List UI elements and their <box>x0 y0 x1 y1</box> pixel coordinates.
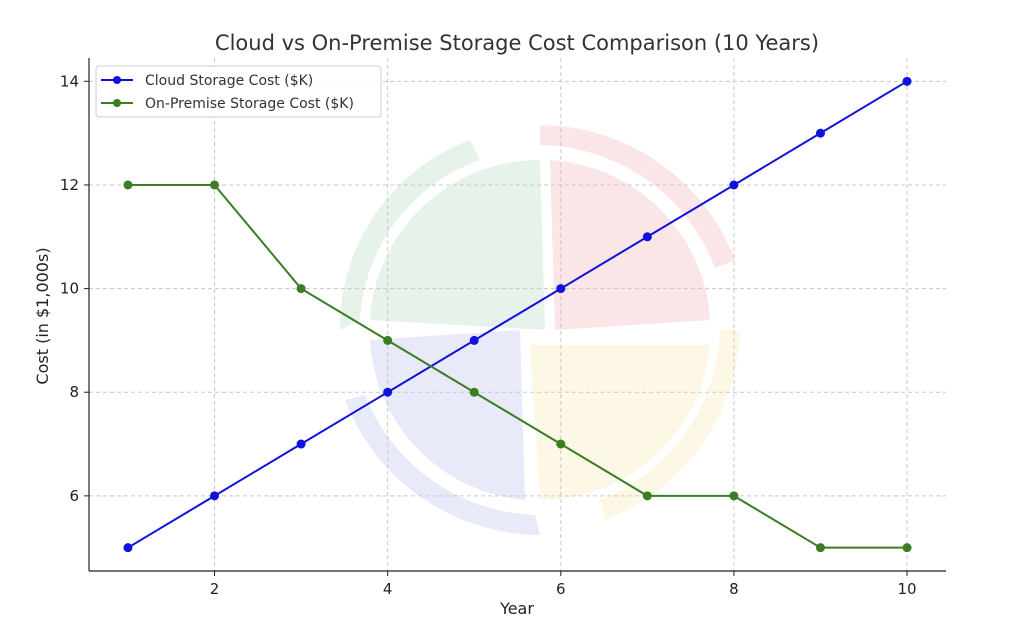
series-group <box>123 76 912 553</box>
y-tick-label: 6 <box>69 487 79 505</box>
data-point-0-8 <box>815 128 825 138</box>
data-point-1-0 <box>123 180 133 190</box>
y-tick-label: 14 <box>60 72 79 90</box>
data-point-1-4 <box>469 387 479 397</box>
x-tick-label: 6 <box>556 580 566 598</box>
y-tick-label: 12 <box>60 176 79 194</box>
data-point-0-9 <box>902 76 912 86</box>
legend-label-cloud: Cloud Storage Cost ($K) <box>145 73 313 89</box>
data-point-0-7 <box>729 180 739 190</box>
data-point-1-2 <box>296 284 306 294</box>
watermark-logo <box>339 125 740 535</box>
y-ticks: 6 8 10 12 14 <box>60 72 89 505</box>
series-line-1 <box>127 183 908 549</box>
data-point-0-3 <box>383 387 393 397</box>
data-point-1-7 <box>729 491 739 501</box>
x-tick-label: 2 <box>210 580 220 598</box>
legend-box <box>95 65 382 118</box>
data-point-1-9 <box>902 543 912 553</box>
series-line-0 <box>127 80 908 549</box>
x-tick-label: 10 <box>897 580 916 598</box>
legend-marker-cloud <box>113 76 121 84</box>
x-tick-label: 4 <box>383 580 393 598</box>
y-tick-label: 8 <box>69 383 79 401</box>
x-tick-label: 8 <box>729 580 739 598</box>
data-point-0-2 <box>296 439 306 449</box>
data-point-0-5 <box>556 284 566 294</box>
data-point-1-6 <box>642 491 652 501</box>
data-point-1-8 <box>815 543 825 553</box>
data-point-0-4 <box>469 335 479 345</box>
y-axis-label: Cost (in $1,000s) <box>33 247 52 384</box>
data-point-0-0 <box>123 543 133 553</box>
legend-label-onprem: On-Premise Storage Cost ($K) <box>145 96 354 112</box>
data-point-0-1 <box>210 491 220 501</box>
data-point-1-3 <box>383 335 393 345</box>
grid <box>89 58 946 571</box>
x-axis-label: Year <box>499 599 534 618</box>
y-tick-label: 10 <box>60 280 79 298</box>
legend-marker-onprem <box>113 99 121 107</box>
legend: Cloud Storage Cost ($K) On-Premise Stora… <box>95 65 382 118</box>
x-ticks: 2 4 6 8 10 <box>210 571 917 598</box>
data-point-0-6 <box>642 232 652 242</box>
data-point-1-5 <box>556 439 566 449</box>
chart-title: Cloud vs On-Premise Storage Cost Compari… <box>215 31 819 55</box>
data-point-1-1 <box>210 180 220 190</box>
